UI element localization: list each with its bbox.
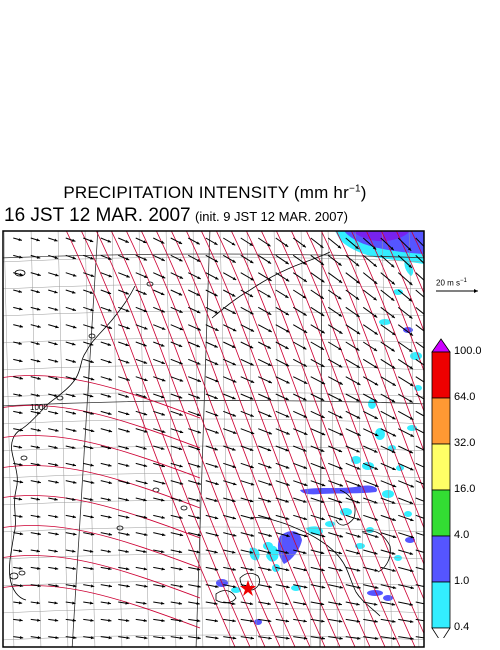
colorbar-level-label: 4.0 xyxy=(454,529,470,541)
wind-precip-map: 1000 xyxy=(2,230,425,648)
colorbar-level-label: 0.4 xyxy=(454,621,470,633)
wind-scale-label: 20 m s−1 xyxy=(436,278,467,288)
location-marker xyxy=(240,580,256,596)
valid-time: 16 JST 12 MAR. 2007 xyxy=(4,205,191,226)
precipitation-colorbar: 100.0 64.0 32.0 16.0 4.0 1.0 0.4 xyxy=(428,338,500,638)
isobar-label: 1000 xyxy=(30,403,48,412)
coastline xyxy=(9,251,391,617)
wind-scale-reference: 20 m s−1 xyxy=(432,278,488,298)
colorbar-swatch xyxy=(431,581,451,629)
colorbar-level-label: 16.0 xyxy=(454,483,476,495)
colorbar-level-label: 1.0 xyxy=(454,575,470,587)
colorbar-swatch xyxy=(431,443,451,491)
colorbar-swatch xyxy=(431,351,451,399)
wind-vectors xyxy=(13,237,424,641)
colorbar-level-label: 64.0 xyxy=(454,391,476,403)
colorbar-bottom-arrow xyxy=(431,627,451,638)
isobars xyxy=(3,231,424,647)
colorbar-swatch xyxy=(431,535,451,583)
map-title: PRECIPITATION INTENSITY (mm hr−1) xyxy=(63,183,367,202)
colorbar-level-label: 100.0 xyxy=(454,345,482,357)
init-time: (init. 9 JST 12 MAR. 2007) xyxy=(195,209,348,224)
colorbar-top-arrow xyxy=(431,338,451,353)
time-caption: 16 JST 12 MAR. 2007 (init. 9 JST 12 MAR.… xyxy=(4,205,348,227)
colorbar-swatch xyxy=(431,489,451,537)
colorbar-level-label: 32.0 xyxy=(454,437,476,449)
map-frame xyxy=(2,230,425,648)
colorbar-swatch xyxy=(431,397,451,445)
